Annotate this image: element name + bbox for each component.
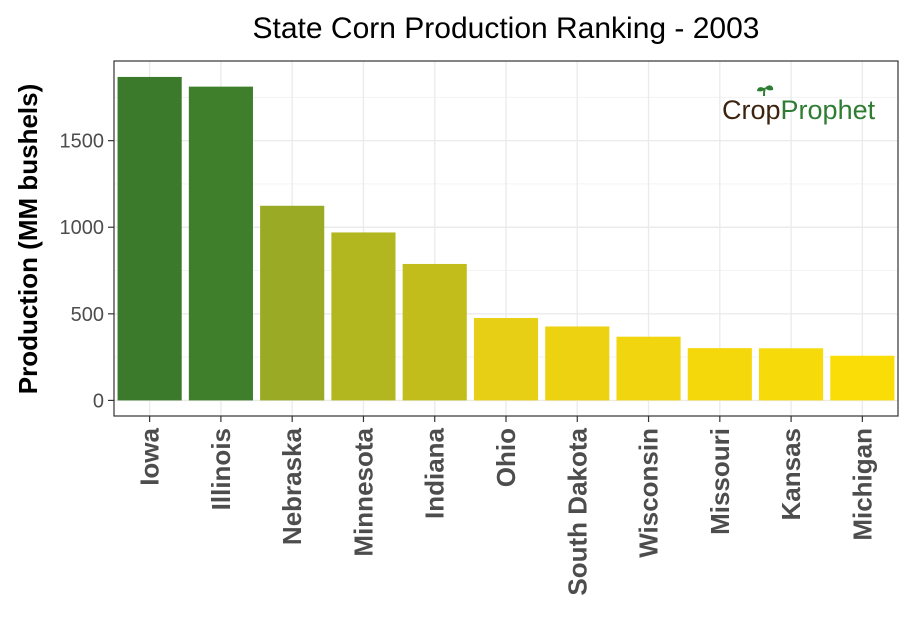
- x-tick-label: South Dakota: [562, 427, 592, 595]
- bar-missouri: [687, 348, 752, 401]
- y-tick-label: 1500: [60, 131, 105, 153]
- y-tick-label: 0: [93, 390, 104, 412]
- x-tick-label: Nebraska: [277, 427, 307, 545]
- bar-iowa: [117, 76, 182, 401]
- bars: [117, 76, 895, 401]
- svg-text:CropProphet: CropProphet: [722, 95, 876, 125]
- chart-title: State Corn Production Ranking - 2003: [253, 12, 760, 45]
- cropprophet-logo: CropProphet: [722, 85, 876, 125]
- x-tick-label: Minnesota: [348, 427, 378, 556]
- x-tick-label: Iowa: [135, 427, 165, 485]
- bar-ohio: [473, 317, 539, 401]
- x-axis: Iowa Illinois Nebraska Minnesota Indiana Ohio…: [135, 416, 877, 596]
- logo-text-prophet: Prophet: [781, 95, 876, 125]
- y-axis: 0 500 1000 1500: [60, 131, 114, 412]
- x-tick-label: Missouri: [705, 428, 735, 535]
- bar-michigan: [830, 355, 895, 401]
- bar-south-dakota: [545, 326, 610, 401]
- x-tick-label: Wisconsin: [634, 428, 664, 558]
- y-tick-label: 1000: [60, 217, 105, 239]
- bar-indiana: [402, 263, 467, 401]
- sprout-icon: [757, 85, 774, 97]
- x-tick-label: Ohio: [491, 428, 521, 487]
- x-tick-label: Illinois: [206, 428, 236, 510]
- bar-kansas: [759, 348, 824, 401]
- bar-wisconsin: [616, 336, 681, 401]
- bar-illinois: [188, 86, 253, 401]
- bar-nebraska: [260, 205, 325, 401]
- x-tick-label: Michigan: [847, 428, 877, 541]
- x-tick-label: Indiana: [420, 427, 450, 519]
- y-tick-label: 500: [71, 304, 104, 326]
- logo-text-crop: Crop: [722, 95, 781, 125]
- x-tick-label: Kansas: [776, 428, 806, 521]
- bar-minnesota: [331, 232, 396, 401]
- y-axis-label: Production (MM bushels): [13, 84, 43, 395]
